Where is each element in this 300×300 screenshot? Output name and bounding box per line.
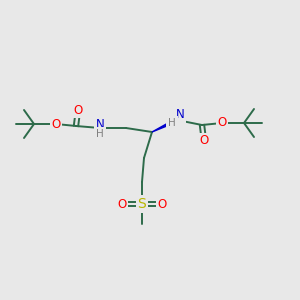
Text: N: N <box>96 118 104 131</box>
Text: O: O <box>74 103 82 116</box>
Text: O: O <box>200 134 208 148</box>
Text: S: S <box>138 197 146 211</box>
Text: O: O <box>158 197 166 211</box>
Text: H: H <box>96 129 104 139</box>
Text: N: N <box>176 109 184 122</box>
Text: H: H <box>168 118 176 128</box>
Text: O: O <box>218 116 226 130</box>
Text: O: O <box>51 118 61 130</box>
Polygon shape <box>152 118 178 132</box>
Text: O: O <box>117 197 127 211</box>
